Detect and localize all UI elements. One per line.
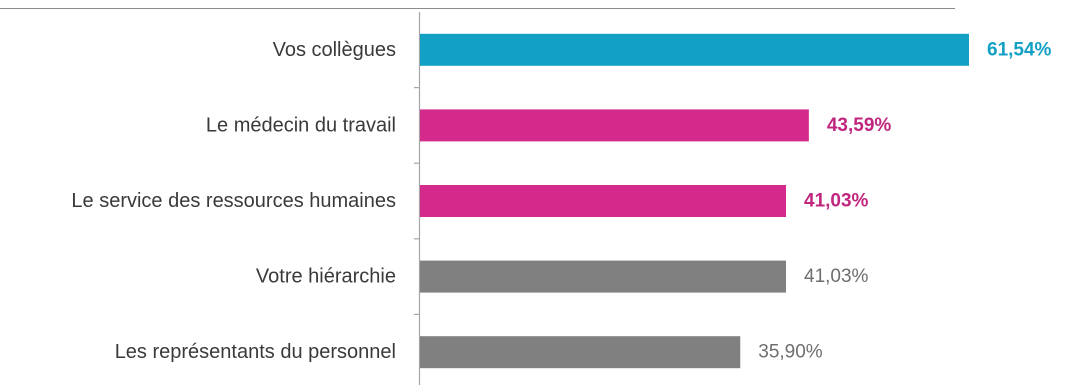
category-label: Vos collègues: [273, 39, 396, 61]
bar: [420, 109, 809, 142]
axis-ticks: [414, 86, 420, 315]
category-label: Votre hiérarchie: [256, 266, 396, 288]
value-label: 35,90%: [758, 342, 823, 363]
value-label: 43,59%: [827, 115, 892, 136]
bar: [420, 260, 787, 293]
value-label: 41,03%: [804, 266, 869, 287]
category-label: Les représentants du personnel: [115, 341, 396, 363]
value-label: 61,54%: [987, 39, 1052, 60]
category-label: Le médecin du travail: [206, 114, 396, 136]
bar: [420, 33, 969, 66]
bar: [420, 336, 741, 369]
value-label: 41,03%: [804, 191, 869, 212]
category-labels: Vos collègues Le médecin du travail Le ser…: [71, 39, 396, 363]
bars-group: [420, 33, 969, 369]
bar: [420, 185, 787, 217]
category-label: Le service des ressources humaines: [71, 190, 396, 212]
value-labels: 61,54% 43,59% 41,03% 41,03% 35,90%: [758, 39, 1051, 362]
